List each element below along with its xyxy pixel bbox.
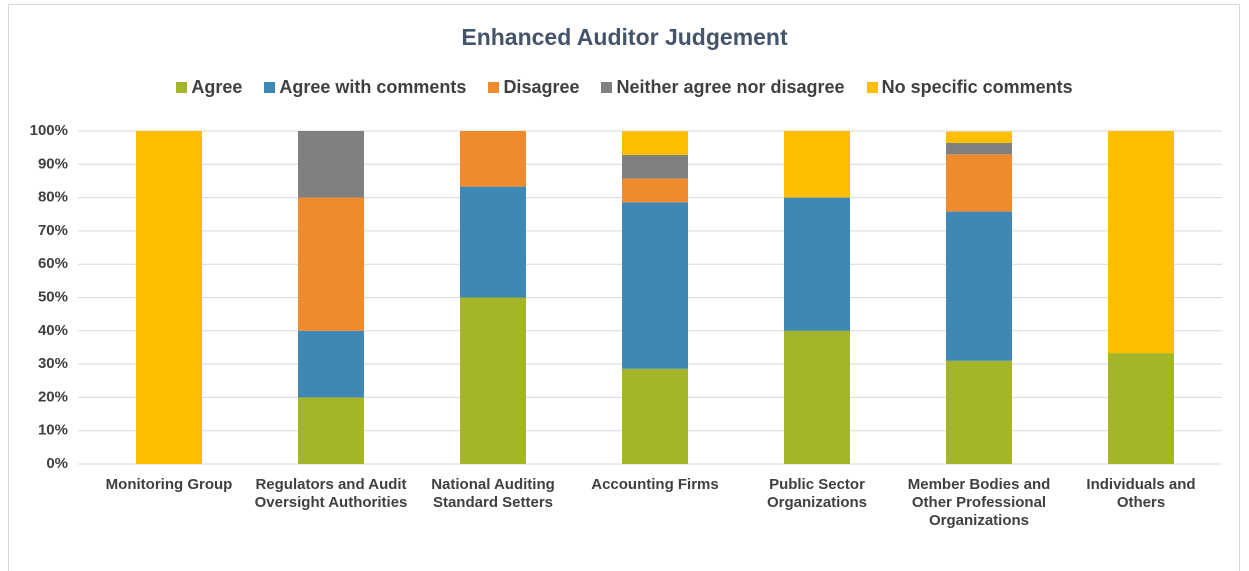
x-tick-label: National Auditing Standard Setters [431, 476, 555, 511]
chart-frame [8, 4, 1240, 571]
bar-segment [460, 186, 526, 298]
legend-item: Neither agree nor disagree [601, 77, 845, 98]
legend-swatch [488, 82, 500, 93]
bar-segment [946, 154, 1012, 212]
bar-segment [622, 368, 688, 464]
bar-segment [946, 211, 1012, 361]
x-tick-label: Regulators and Audit Oversight Authoriti… [254, 476, 408, 511]
legend-label: Disagree [503, 77, 580, 97]
bar-segment [622, 178, 688, 203]
y-tick-label: 10% [38, 422, 68, 439]
bar-segment [298, 397, 364, 464]
legend-item: Agree [176, 77, 242, 98]
legend-item: No specific comments [866, 77, 1073, 98]
bar-segment [460, 297, 526, 464]
bar-segment [298, 131, 364, 198]
bar-segment [946, 131, 1012, 143]
y-tick-label: 30% [38, 355, 68, 372]
legend-swatch [601, 82, 613, 93]
x-tick-label: Accounting Firms [591, 476, 719, 493]
y-tick-label: 40% [38, 322, 68, 339]
x-tick-label: Public Sector Organizations [766, 476, 867, 511]
bar-segment [298, 197, 364, 331]
y-tick-label: 70% [38, 222, 68, 239]
legend-item: Agree with comments [264, 77, 466, 98]
y-tick-label: 0% [46, 455, 68, 472]
bar-segment [1108, 353, 1174, 464]
y-tick-label: 60% [38, 255, 68, 272]
bar-segment [784, 131, 850, 198]
legend-swatch [866, 82, 878, 93]
bar-segment [946, 142, 1012, 155]
chart-title: Enhanced Auditor Judgement [461, 24, 788, 50]
legend-item: Disagree [488, 77, 579, 98]
bar-segment [946, 360, 1012, 464]
bar-segment [136, 131, 202, 464]
legend-swatch [264, 82, 276, 93]
bar-segment [298, 330, 364, 398]
legend-swatch [176, 82, 188, 93]
bar-segment [460, 131, 526, 187]
y-tick-label: 20% [38, 388, 68, 405]
bar-segment [784, 197, 850, 331]
bar-segment [622, 154, 688, 179]
x-tick-label: Monitoring Group [105, 476, 233, 493]
legend-label: Neither agree nor disagree [616, 77, 845, 97]
bar-segment [622, 131, 688, 155]
legend-label: No specific comments [881, 77, 1073, 97]
bar-segment [784, 330, 850, 464]
bar-segment [1108, 131, 1174, 354]
y-tick-label: 80% [38, 189, 68, 206]
bar-segment [622, 202, 688, 369]
y-tick-label: 100% [30, 122, 68, 139]
x-tick-label: Individuals and Others [1086, 476, 1196, 511]
y-tick-label: 50% [38, 288, 68, 305]
x-tick-label: Member Bodies and Other Professional Org… [907, 476, 1051, 529]
legend: Agree Agree with comments Disagree Neither … [0, 77, 1249, 98]
y-tick-label: 90% [38, 155, 68, 172]
legend-label: Agree with comments [279, 77, 467, 97]
legend-label: Agree [191, 77, 243, 97]
